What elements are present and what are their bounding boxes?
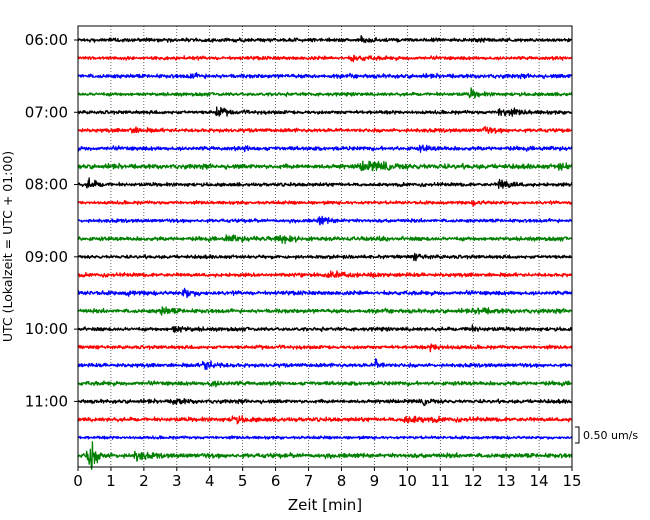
y-tick-label-1100: 11:00 bbox=[25, 392, 68, 410]
trace-0615 bbox=[77, 54, 573, 63]
x-tick-label-4: 4 bbox=[205, 472, 215, 490]
y-tick-label-0900: 09:00 bbox=[25, 248, 68, 266]
trace-0915 bbox=[77, 270, 573, 279]
trace-1030 bbox=[77, 358, 573, 371]
x-tick-label-13: 13 bbox=[497, 472, 516, 490]
x-tick-label-3: 3 bbox=[172, 472, 182, 490]
trace-0730 bbox=[77, 144, 573, 153]
x-tick-label-6: 6 bbox=[271, 472, 281, 490]
x-tick-label-5: 5 bbox=[238, 472, 248, 490]
x-axis-title: Zeit [min] bbox=[288, 496, 362, 514]
y-tick-label-0700: 07:00 bbox=[25, 103, 68, 121]
trace-1115 bbox=[77, 414, 573, 425]
trace-0945 bbox=[77, 306, 573, 316]
y-tick-label-0600: 06:00 bbox=[25, 31, 68, 49]
trace-0600 bbox=[77, 34, 573, 44]
x-tick-label-8: 8 bbox=[337, 472, 347, 490]
trace-0845 bbox=[77, 234, 573, 245]
trace-0715 bbox=[77, 125, 573, 135]
scale-bar-bracket bbox=[575, 426, 580, 444]
trace-0800 bbox=[77, 177, 573, 189]
x-tick-label-10: 10 bbox=[398, 472, 417, 490]
trace-0645 bbox=[77, 87, 573, 99]
x-tick-label-9: 9 bbox=[370, 472, 380, 490]
x-tick-label-14: 14 bbox=[530, 472, 549, 490]
trace-0900 bbox=[77, 252, 573, 262]
trace-1045 bbox=[77, 380, 573, 388]
y-tick-label-0800: 08:00 bbox=[25, 176, 68, 194]
x-tick-label-1: 1 bbox=[106, 472, 116, 490]
scale-bar-label: 0.50 um/s bbox=[583, 429, 638, 442]
x-tick-label-0: 0 bbox=[73, 472, 83, 490]
trace-1000 bbox=[77, 324, 573, 333]
trace-1100 bbox=[77, 398, 573, 407]
trace-1145 bbox=[77, 441, 573, 470]
trace-0830 bbox=[77, 215, 573, 226]
trace-layer bbox=[77, 34, 573, 470]
trace-0630 bbox=[77, 72, 573, 80]
trace-0700 bbox=[77, 106, 573, 117]
trace-0930 bbox=[77, 287, 573, 299]
x-tick-label-11: 11 bbox=[431, 472, 450, 490]
y-tick-label-1000: 10:00 bbox=[25, 320, 68, 338]
x-tick-label-7: 7 bbox=[304, 472, 314, 490]
y-axis-title: UTC (Lokalzeit = UTC + 01:00) bbox=[0, 151, 15, 342]
trace-1015 bbox=[77, 343, 573, 353]
trace-1130 bbox=[77, 435, 573, 440]
plot-frame bbox=[77, 25, 573, 468]
scale-bar: 0.50 um/s bbox=[575, 426, 638, 444]
x-tick-label-12: 12 bbox=[464, 472, 483, 490]
trace-0745 bbox=[77, 160, 573, 172]
x-tick-label-15: 15 bbox=[562, 472, 581, 490]
trace-0815 bbox=[77, 199, 573, 208]
tick-layer: 0 1 2 3 4 5 6 7 8 9 10 11 12 13 14 1506:0007:0008:0009:… bbox=[25, 31, 582, 490]
x-tick-label-2: 2 bbox=[139, 472, 149, 490]
